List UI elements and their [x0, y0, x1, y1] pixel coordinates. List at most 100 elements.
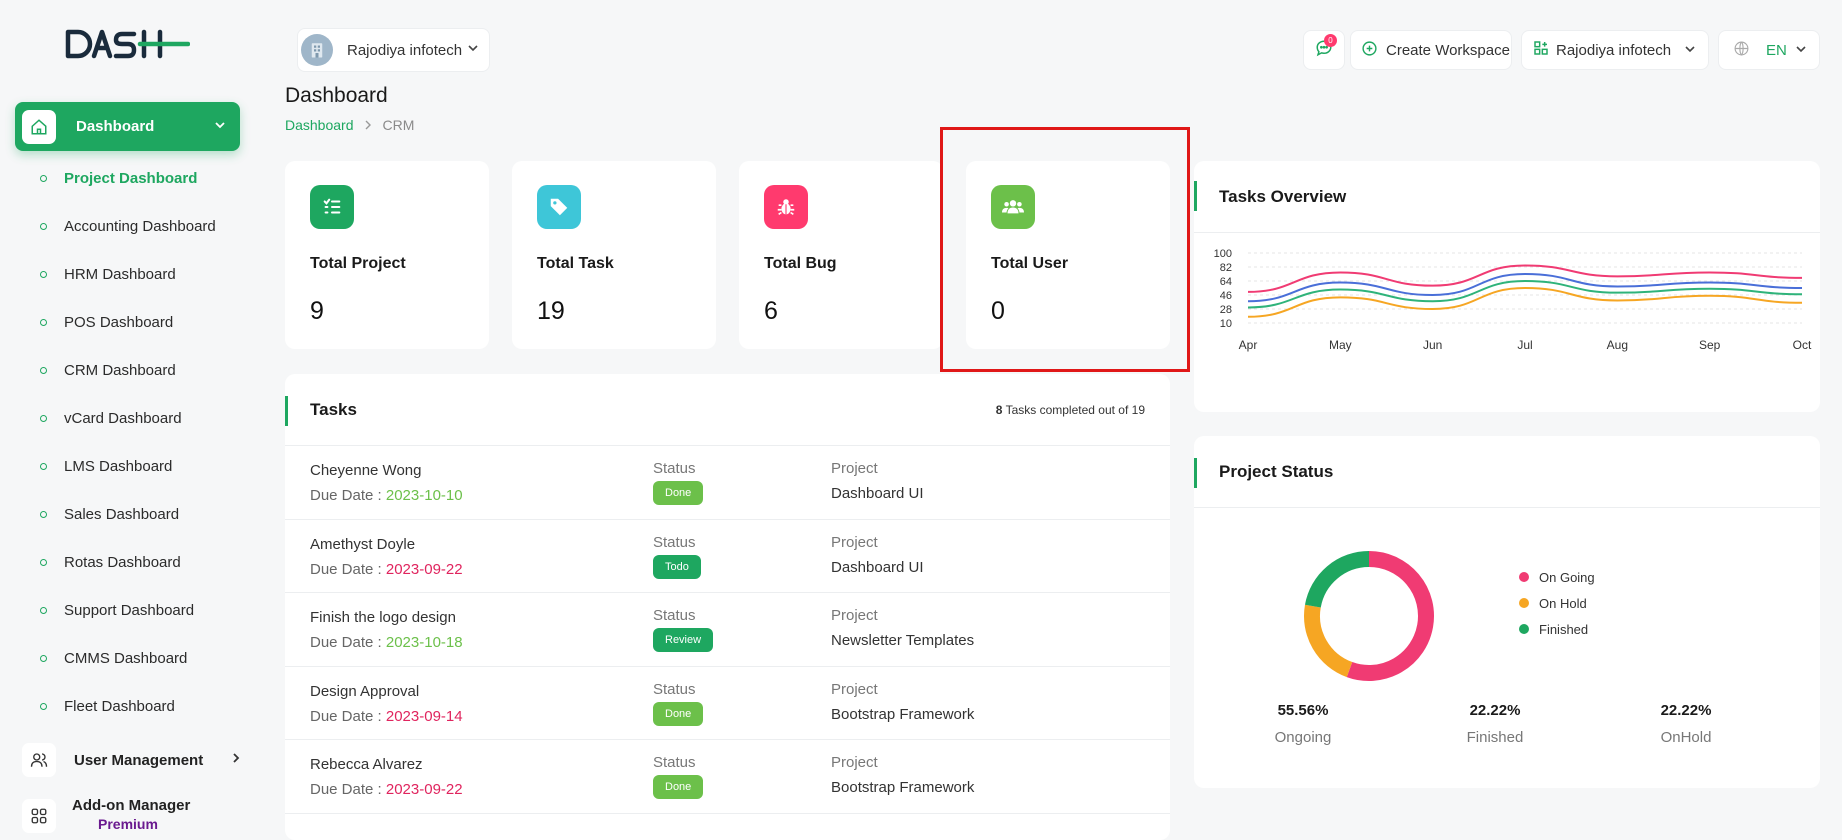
workspace-dropdown[interactable]: Rajodiya infotech — [1521, 30, 1709, 70]
stat-card-total-task[interactable]: Total Task 19 — [512, 161, 716, 349]
sidebar-item-vcard-dashboard[interactable]: vCard Dashboard — [0, 394, 256, 442]
completed-count: 8 — [995, 402, 1003, 417]
sidebar-item-addon-manager[interactable]: Add-on Manager Premium — [22, 797, 242, 837]
chevron-right-icon — [230, 751, 242, 769]
project-label: Project — [831, 680, 878, 698]
sidebar-item-label: Support Dashboard — [64, 601, 195, 619]
workspace-switcher[interactable]: Rajodiya infotech — [297, 28, 490, 72]
status-label: Status — [653, 533, 696, 551]
dash-logo[interactable] — [64, 28, 191, 60]
card-title: Tasks Overview — [1219, 186, 1347, 206]
due-label: Due Date : — [310, 634, 386, 651]
y-tick-label: 28 — [1220, 304, 1232, 316]
x-tick-label: Jul — [1517, 338, 1532, 352]
table-row[interactable]: Design Approval Due Date : 2023-09-14 St… — [285, 667, 1170, 740]
sidebar-item-label: Project Dashboard — [64, 169, 198, 187]
project-label: Project — [831, 533, 878, 551]
percent-label: OnHold — [1660, 729, 1712, 746]
breadcrumb: Dashboard CRM — [285, 117, 414, 133]
sidebar-item-support-dashboard[interactable]: Support Dashboard — [0, 586, 256, 634]
sidebar-item-label: CMMS Dashboard — [64, 649, 188, 667]
highlight-box — [940, 127, 1190, 372]
grid-icon — [22, 799, 56, 833]
status-label: Status — [653, 460, 696, 477]
sidebar-item-user-management[interactable]: User Management — [22, 742, 242, 778]
table-row[interactable]: Rebecca Alvarez Due Date : 2023-09-22 St… — [285, 740, 1170, 814]
sidebar-item-sales-dashboard[interactable]: Sales Dashboard — [0, 490, 256, 538]
breadcrumb-current: CRM — [382, 117, 415, 133]
globe-icon — [1733, 40, 1750, 61]
stat-label: Total User — [991, 255, 1069, 272]
language-code: EN — [1766, 41, 1787, 59]
sidebar-item-pos-dashboard[interactable]: POS Dashboard — [0, 298, 256, 346]
status-badge: Review — [653, 628, 714, 652]
sidebar-item-label: Accounting Dashboard — [64, 217, 216, 235]
project-name: Bootstrap Framework — [831, 705, 975, 723]
sidebar-item-lms-dashboard[interactable]: LMS Dashboard — [0, 442, 256, 490]
project-status-header: Project Status — [1194, 436, 1820, 508]
language-selector[interactable]: EN — [1718, 30, 1820, 70]
tasks-overview-chart: 10 28 46 64 82 100 Apr May Jun Jul Aug Sep Oct — [1214, 248, 1812, 352]
list-icon — [310, 185, 354, 229]
breadcrumb-dashboard-link[interactable]: Dashboard — [285, 117, 354, 133]
percent-value: 22.22% — [1660, 702, 1712, 719]
table-row[interactable]: Amethyst Doyle Due Date : 2023-09-22 Sta… — [285, 520, 1170, 593]
premium-badge: Premium — [98, 816, 158, 832]
sidebar-item-label: HRM Dashboard — [64, 265, 176, 283]
bullet-icon — [40, 318, 47, 326]
workspace-name: Rajodiya infotech — [347, 41, 463, 59]
y-tick-label: 82 — [1220, 262, 1232, 274]
x-tick-label: Apr — [1239, 338, 1258, 352]
table-row[interactable]: Finish the logo design Due Date : 2023-1… — [285, 593, 1170, 667]
sidebar-item-label: vCard Dashboard — [64, 409, 182, 427]
stat-card-total-bug[interactable]: Total Bug 6 — [739, 161, 943, 349]
sidebar-item-accounting-dashboard[interactable]: Accounting Dashboard — [0, 202, 256, 250]
x-tick-label: May — [1329, 338, 1352, 352]
chat-button[interactable]: 0 — [1303, 30, 1345, 70]
sidebar-item-cmms-dashboard[interactable]: CMMS Dashboard — [0, 634, 256, 682]
sidebar-item-crm-dashboard[interactable]: CRM Dashboard — [0, 346, 256, 394]
legend-item[interactable]: On Going — [1519, 564, 1595, 590]
x-tick-label: Aug — [1607, 338, 1628, 352]
building-icon — [301, 34, 333, 66]
y-tick-label: 64 — [1220, 276, 1232, 288]
bullet-icon — [40, 462, 47, 470]
sidebar-item-hrm-dashboard[interactable]: HRM Dashboard — [0, 250, 256, 298]
x-tick-label: Sep — [1699, 338, 1721, 352]
chevron-down-icon — [467, 41, 479, 59]
bullet-icon — [40, 414, 47, 422]
donut-slice[interactable] — [1304, 551, 1370, 608]
x-tick-label: Oct — [1793, 338, 1812, 352]
donut-slice[interactable] — [1304, 604, 1353, 678]
percent-finished: 22.22% Finished — [1425, 702, 1565, 746]
legend-swatch — [1519, 624, 1529, 634]
project-status-card: Project Status On Going On Hold Finished… — [1194, 436, 1820, 788]
project-name: Dashboard UI — [831, 485, 924, 502]
sidebar-item-label: Fleet Dashboard — [64, 697, 175, 715]
stat-label: Total Project — [310, 255, 406, 272]
create-workspace-button[interactable]: Create Workspace — [1350, 30, 1512, 70]
task-name: Rebecca Alvarez — [310, 756, 423, 773]
sidebar-item-rotas-dashboard[interactable]: Rotas Dashboard — [0, 538, 256, 586]
table-row[interactable]: Cheyenne Wong Due Date : 2023-10-10 Stat… — [285, 446, 1170, 520]
sidebar-item-label: Dashboard — [76, 118, 155, 135]
sidebar-item-fleet-dashboard[interactable]: Fleet Dashboard — [0, 682, 256, 730]
donut-slice[interactable] — [1346, 551, 1434, 681]
legend-swatch — [1519, 598, 1529, 608]
sidebar-item-dashboard[interactable]: Dashboard — [15, 102, 240, 151]
status-badge: Done — [653, 481, 704, 505]
sidebar-item-label: POS Dashboard — [64, 313, 174, 331]
stat-card-total-user[interactable]: Total User 0 — [966, 161, 1170, 349]
legend-item[interactable]: Finished — [1519, 616, 1595, 642]
users-icon — [22, 743, 56, 777]
card-title: Project Status — [1219, 461, 1334, 481]
stat-card-total-project[interactable]: Total Project 9 — [285, 161, 489, 349]
sidebar-item-label: LMS Dashboard — [64, 457, 173, 475]
due-date: 2023-09-22 — [385, 781, 463, 798]
status-label: Status — [653, 754, 696, 771]
bullet-icon — [40, 174, 47, 182]
legend-item[interactable]: On Hold — [1519, 590, 1595, 616]
sidebar-item-project-dashboard[interactable]: Project Dashboard — [0, 154, 256, 202]
project-name: Newsletter Templates — [831, 632, 975, 649]
status-label: Status — [653, 607, 696, 624]
